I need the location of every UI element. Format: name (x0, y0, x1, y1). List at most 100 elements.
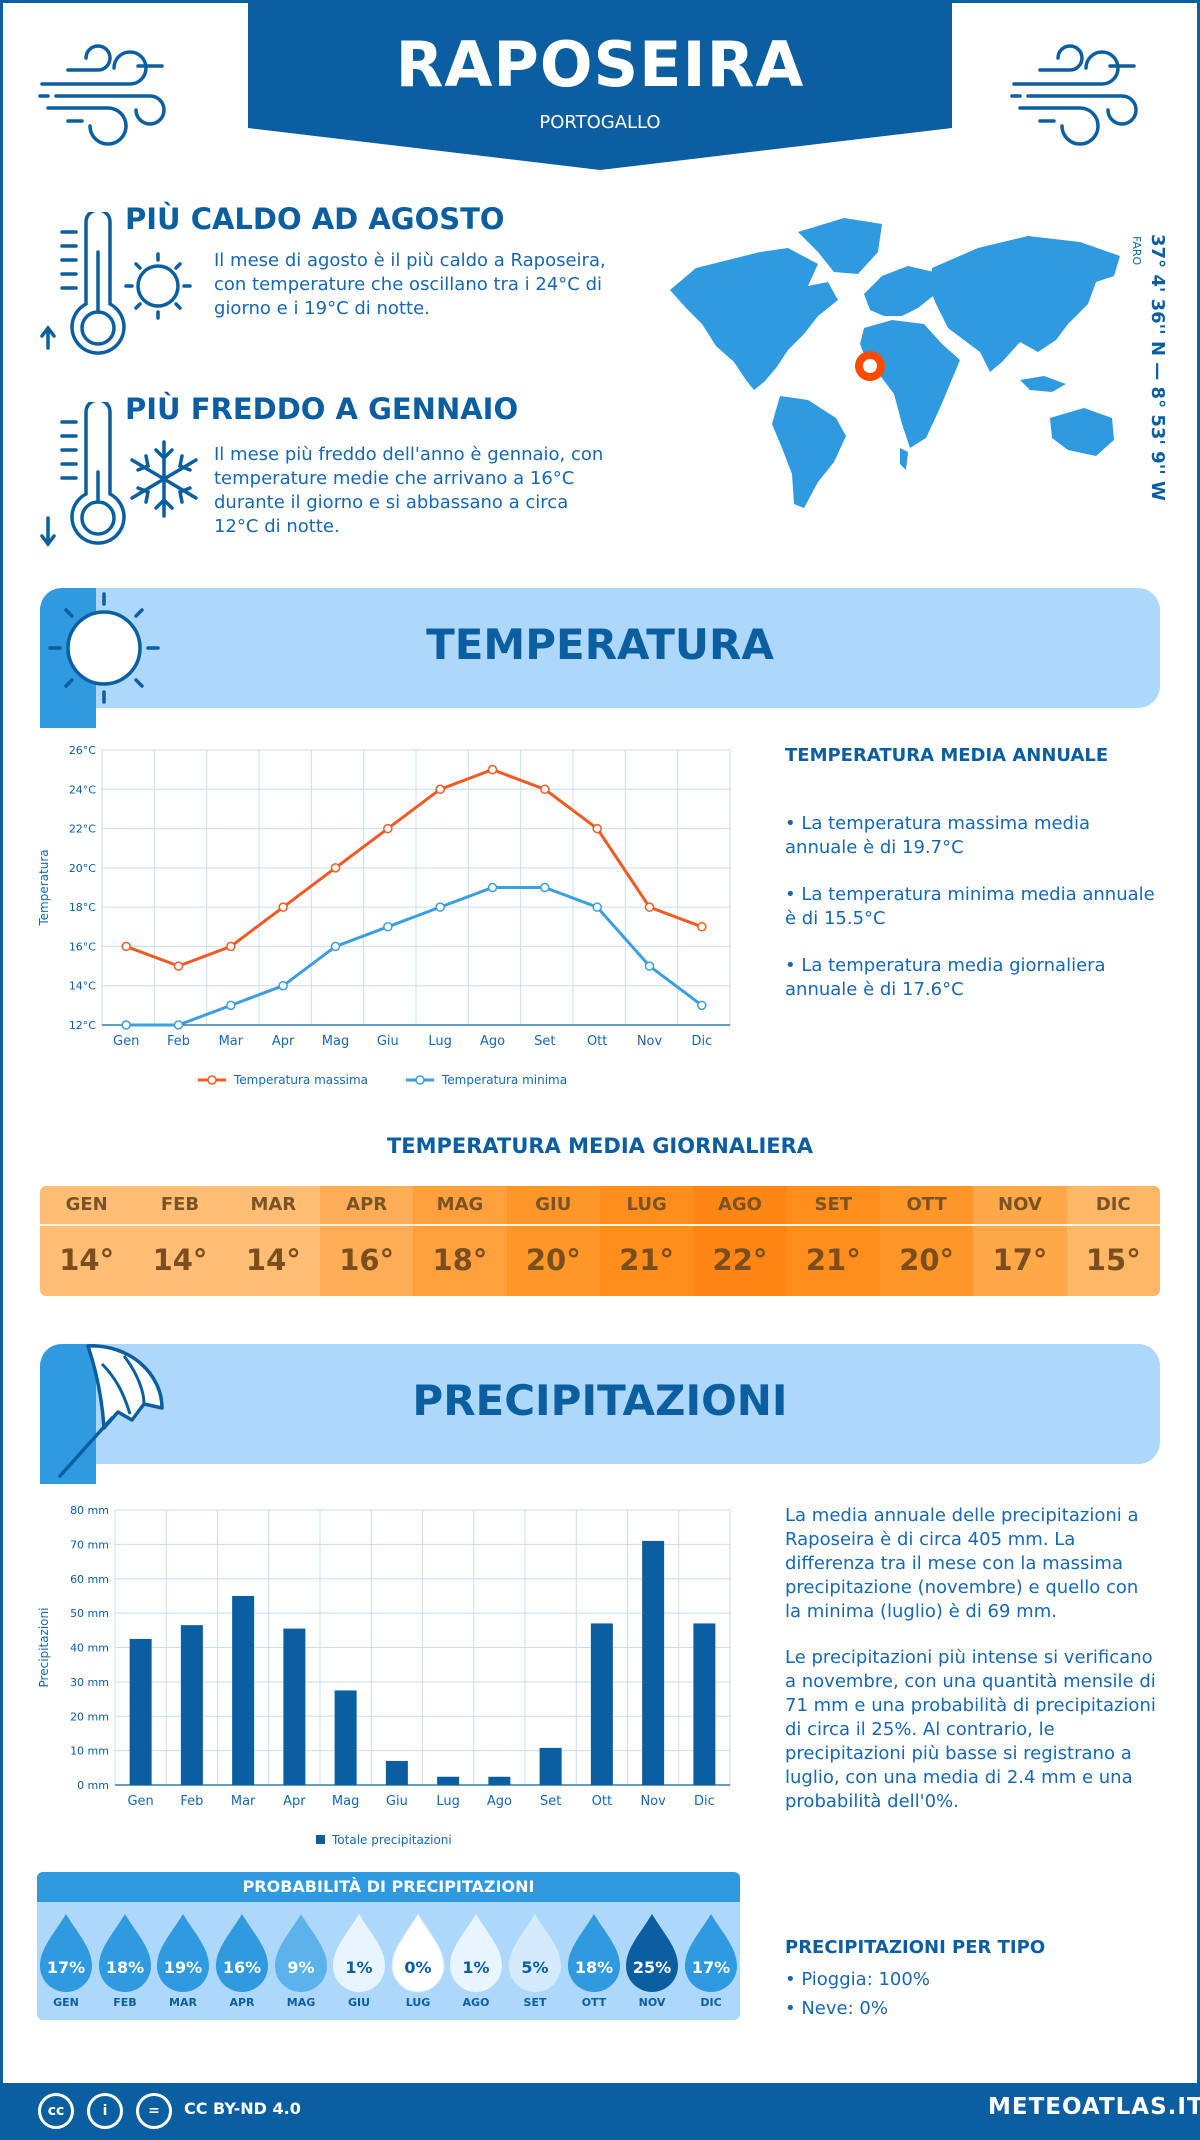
by-icon[interactable]: i (87, 2093, 123, 2129)
data-point (121, 1020, 131, 1030)
site-link[interactable]: METEOATLAS.IT (988, 2094, 1200, 2120)
daily-temp-month: AGO (717, 1194, 762, 1215)
precipitation-band (40, 1344, 1160, 1464)
drop-month: MAG (286, 1996, 315, 2009)
rain-drop-icon: 9% MAG (274, 1914, 327, 2009)
temp-bullet: • La temperatura media giornaliera annua… (785, 955, 1106, 1000)
rain-drop-icon: 17% GEN (40, 1914, 93, 2009)
hottest-title: PIÙ CALDO AD AGOSTO (125, 202, 505, 236)
page-subtitle: PORTOGALLO (539, 112, 661, 133)
daily-temp-month: MAR (250, 1194, 297, 1215)
y-tick-label: 70 mm (70, 1538, 109, 1551)
x-tick-label: Apr (283, 1794, 306, 1809)
drop-month: SET (523, 1996, 546, 2009)
x-tick-label: Dic (691, 1034, 712, 1049)
drop-value: 1% (463, 1958, 490, 1977)
daily-temp-value: 15° (1066, 1224, 1160, 1296)
bar (437, 1776, 460, 1785)
daily-temp-value: 20° (506, 1224, 600, 1296)
y-tick-label: 18°C (69, 901, 96, 914)
drop-month: FEB (113, 1996, 136, 2009)
y-axis-label: Precipitazioni (37, 1608, 51, 1688)
daily-temp-month: FEB (160, 1194, 200, 1215)
drop-shape (567, 1914, 620, 1992)
daily-temp-column: AGO 22° (693, 1186, 787, 1296)
footer (0, 2083, 1200, 2140)
drop-shape (450, 1914, 503, 1992)
x-tick-label: Ago (487, 1794, 512, 1809)
daily-temp-month: NOV (998, 1194, 1042, 1215)
coldest-title: PIÙ FREDDO A GENNAIO (125, 392, 519, 426)
drop-value: 0% (404, 1958, 431, 1977)
drop-value: 25% (633, 1958, 671, 1977)
daily-temp-value: 14° (40, 1224, 134, 1296)
x-tick-label: Feb (167, 1034, 190, 1049)
x-tick-label: Mag (322, 1034, 349, 1049)
rain-drop-icon: 1% GIU (333, 1914, 386, 2009)
daily-temp-month: SET (814, 1194, 853, 1215)
daily-temp-value: 20° (879, 1224, 974, 1296)
drop-shape (40, 1914, 93, 1992)
nd-icon[interactable]: = (136, 2093, 172, 2129)
daily-temp-table: GEN 14° FEB 14° MAR 14° APR 16° MAG 18° GIU 20° LUG 2… (40, 1186, 1160, 1296)
x-tick-label: Mag (332, 1794, 359, 1809)
cc-icon[interactable]: cc (38, 2093, 74, 2129)
daily-temp-month: APR (346, 1194, 388, 1215)
y-tick-label: 22°C (69, 823, 96, 836)
header-banner (248, 0, 952, 170)
precip-type-snow: • Neve: 0% (785, 1998, 888, 2019)
thermometer-snow-icon (40, 402, 198, 547)
page-title: RAPOSEIRA (395, 28, 805, 101)
x-tick-label: Ott (587, 1034, 607, 1049)
bar (283, 1628, 306, 1785)
drop-month: GIU (348, 1996, 370, 2009)
x-tick-label: Giu (386, 1794, 408, 1809)
daily-temp-value: 18° (413, 1224, 507, 1296)
data-point (487, 882, 498, 893)
precip-text-1: La media annuale delle precipitazioni a … (785, 1505, 1139, 1622)
drop-shape (684, 1914, 737, 1992)
license-text[interactable]: CC BY-ND 4.0 (184, 2099, 301, 2118)
world-map (670, 218, 1120, 508)
rain-drop-icon: 19% MAR (157, 1914, 210, 2009)
rain-drop-icon: 16% APR (216, 1914, 269, 2009)
rain-drop-icon: 18% FEB (98, 1914, 151, 2009)
y-tick-label: 40 mm (70, 1642, 109, 1655)
data-point (540, 784, 550, 795)
precip-probability-title: PROBABILITÀ DI PRECIPITAZIONI (37, 1872, 740, 1902)
daily-temp-month: GEN (65, 1194, 108, 1215)
y-tick-label: 10 mm (70, 1745, 109, 1758)
daily-temp-column: APR 16° (319, 1186, 414, 1296)
data-point (644, 961, 655, 971)
daily-temp-value: 17° (973, 1224, 1067, 1296)
data-point (173, 1020, 184, 1030)
data-point (487, 764, 498, 775)
y-tick-label: 50 mm (70, 1607, 109, 1620)
daily-temp-month: LUG (626, 1194, 667, 1215)
drop-shape (391, 1913, 445, 1993)
drop-shape (274, 1914, 327, 1992)
drop-value: 17% (692, 1958, 730, 1977)
daily-temp-column: MAG 18° (413, 1186, 507, 1296)
daily-temp-column: GEN 14° (40, 1186, 134, 1296)
y-tick-label: 14°C (69, 980, 96, 993)
x-tick-label: Ott (592, 1794, 612, 1809)
rain-drop-icon: 5% SET (508, 1914, 561, 2009)
y-tick-label: 0 mm (77, 1779, 109, 1792)
drop-month: MAR (169, 1996, 197, 2009)
rain-drop-icon: 25% NOV (626, 1914, 679, 2009)
drop-month: APR (230, 1996, 256, 2009)
data-point (383, 922, 393, 932)
thermometer-sun-icon (40, 212, 192, 355)
bar (129, 1638, 152, 1785)
x-tick-label: Lug (436, 1794, 460, 1809)
map-coordinates: 37° 4' 36'' N — 8° 53' 9'' W (1147, 234, 1168, 501)
data-point (644, 902, 655, 912)
data-point (278, 902, 288, 912)
drop-value: 9% (287, 1958, 314, 1977)
daily-temp-value: 14° (226, 1224, 320, 1296)
drop-month: NOV (639, 1996, 666, 2009)
temperature-title: TEMPERATURA (426, 620, 774, 669)
x-tick-label: Giu (377, 1034, 399, 1049)
data-point (383, 823, 393, 834)
